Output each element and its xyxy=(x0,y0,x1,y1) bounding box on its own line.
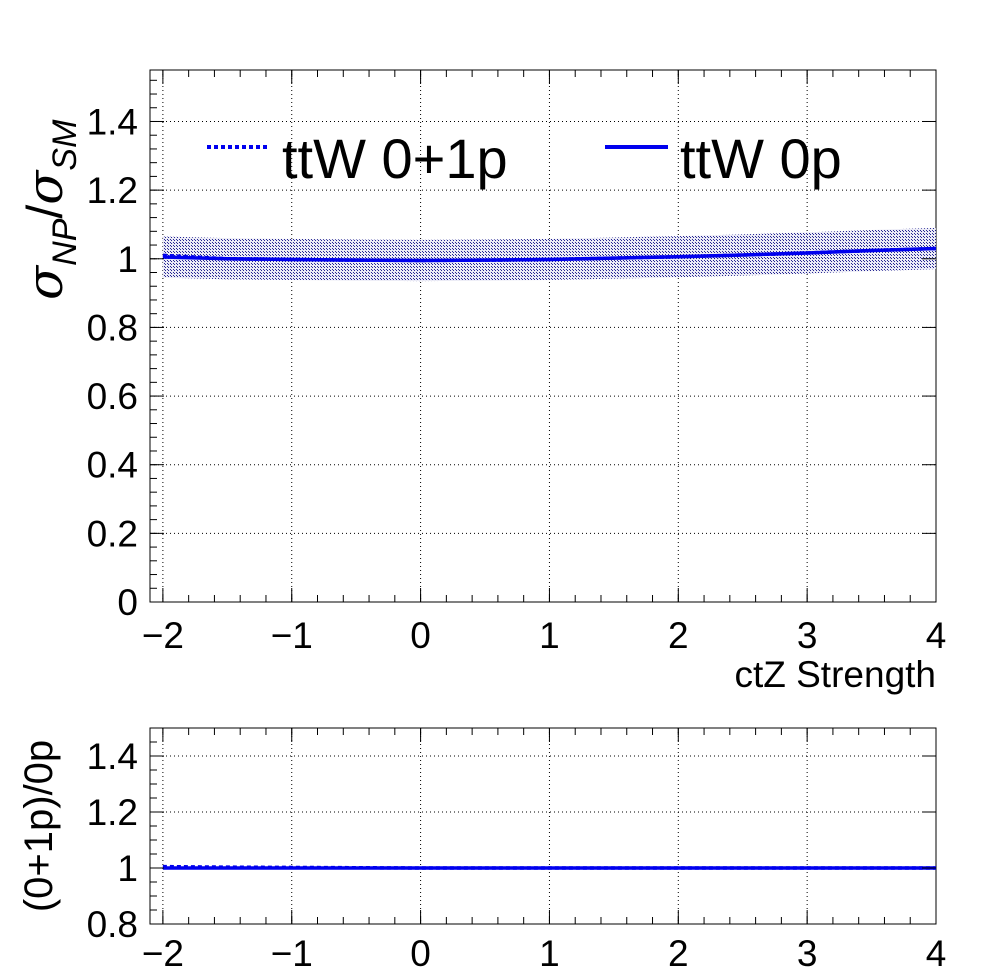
y-tick-label: 0.4 xyxy=(87,445,138,486)
x-tick-label: 3 xyxy=(797,615,818,656)
x-tick-label: −2 xyxy=(142,615,184,656)
legend-label-ttw-0p: ttW 0p xyxy=(680,127,842,190)
legend-label-ttw-0plus1p: ttW 0+1p xyxy=(282,127,508,190)
x-tick-label: 0 xyxy=(410,933,431,972)
x-tick-label: −1 xyxy=(271,615,313,656)
ratio-y-tick-labels: 0.8 1 1.2 1.4 xyxy=(87,736,138,945)
y-tick-label: 1.2 xyxy=(87,792,138,833)
y-tick-label: 0.8 xyxy=(87,307,138,348)
y-tick-label: 0.2 xyxy=(87,513,138,554)
uncertainty-band xyxy=(162,227,936,282)
x-tick-label: −1 xyxy=(271,933,313,972)
x-tick-label: 0 xyxy=(410,615,431,656)
ratio-tick-marks xyxy=(150,727,937,925)
x-tick-label: 4 xyxy=(926,615,947,656)
x-tick-label: 3 xyxy=(797,933,818,972)
legend: ttW 0+1p ttW 0p xyxy=(207,127,842,190)
ratio-plot-frame xyxy=(149,727,937,925)
main-uncertainty-band xyxy=(162,227,936,282)
ratio-series-group xyxy=(162,864,937,870)
y-tick-label: 1.2 xyxy=(87,170,138,211)
y-tick-label: 0.6 xyxy=(87,376,138,417)
y-tick-label: 1 xyxy=(117,848,138,889)
y-tick-label: 1 xyxy=(117,239,138,280)
y-tick-label: 0.8 xyxy=(87,904,138,945)
y-tick-label: 1.4 xyxy=(87,101,138,142)
main-plot-panel: −2 −1 0 1 2 3 4 0 0.2 0.4 0.6 0.8 1 1.2 1.4 ctZ Stren… xyxy=(16,69,946,695)
x-tick-label: 2 xyxy=(668,615,689,656)
x-tick-label: 4 xyxy=(926,933,947,972)
ratio-x-tick-labels: −2 −1 0 1 2 3 4 xyxy=(142,933,946,972)
x-tick-label: 1 xyxy=(539,615,560,656)
main-plot-frame xyxy=(149,69,937,603)
main-tick-marks xyxy=(150,70,937,603)
ratio-y-axis-title: (0+1p)/0p xyxy=(17,740,61,912)
x-tick-label: −2 xyxy=(142,933,184,972)
main-x-axis-title: ctZ Strength xyxy=(734,654,936,695)
main-y-axis-title: σNP/σSM xyxy=(16,119,84,300)
x-tick-label: 1 xyxy=(539,933,560,972)
main-series-group xyxy=(162,246,937,263)
ratio-plot-panel: −2 −1 0 1 2 3 4 0.8 1 1.2 1.4 (0+1p)/0p xyxy=(17,727,946,972)
main-x-tick-labels: −2 −1 0 1 2 3 4 xyxy=(142,615,946,656)
x-tick-label: 2 xyxy=(668,933,689,972)
y-tick-label: 1.4 xyxy=(87,736,138,777)
y-tick-label: 0 xyxy=(117,582,138,623)
main-y-tick-labels: 0 0.2 0.4 0.6 0.8 1 1.2 1.4 xyxy=(87,101,138,623)
